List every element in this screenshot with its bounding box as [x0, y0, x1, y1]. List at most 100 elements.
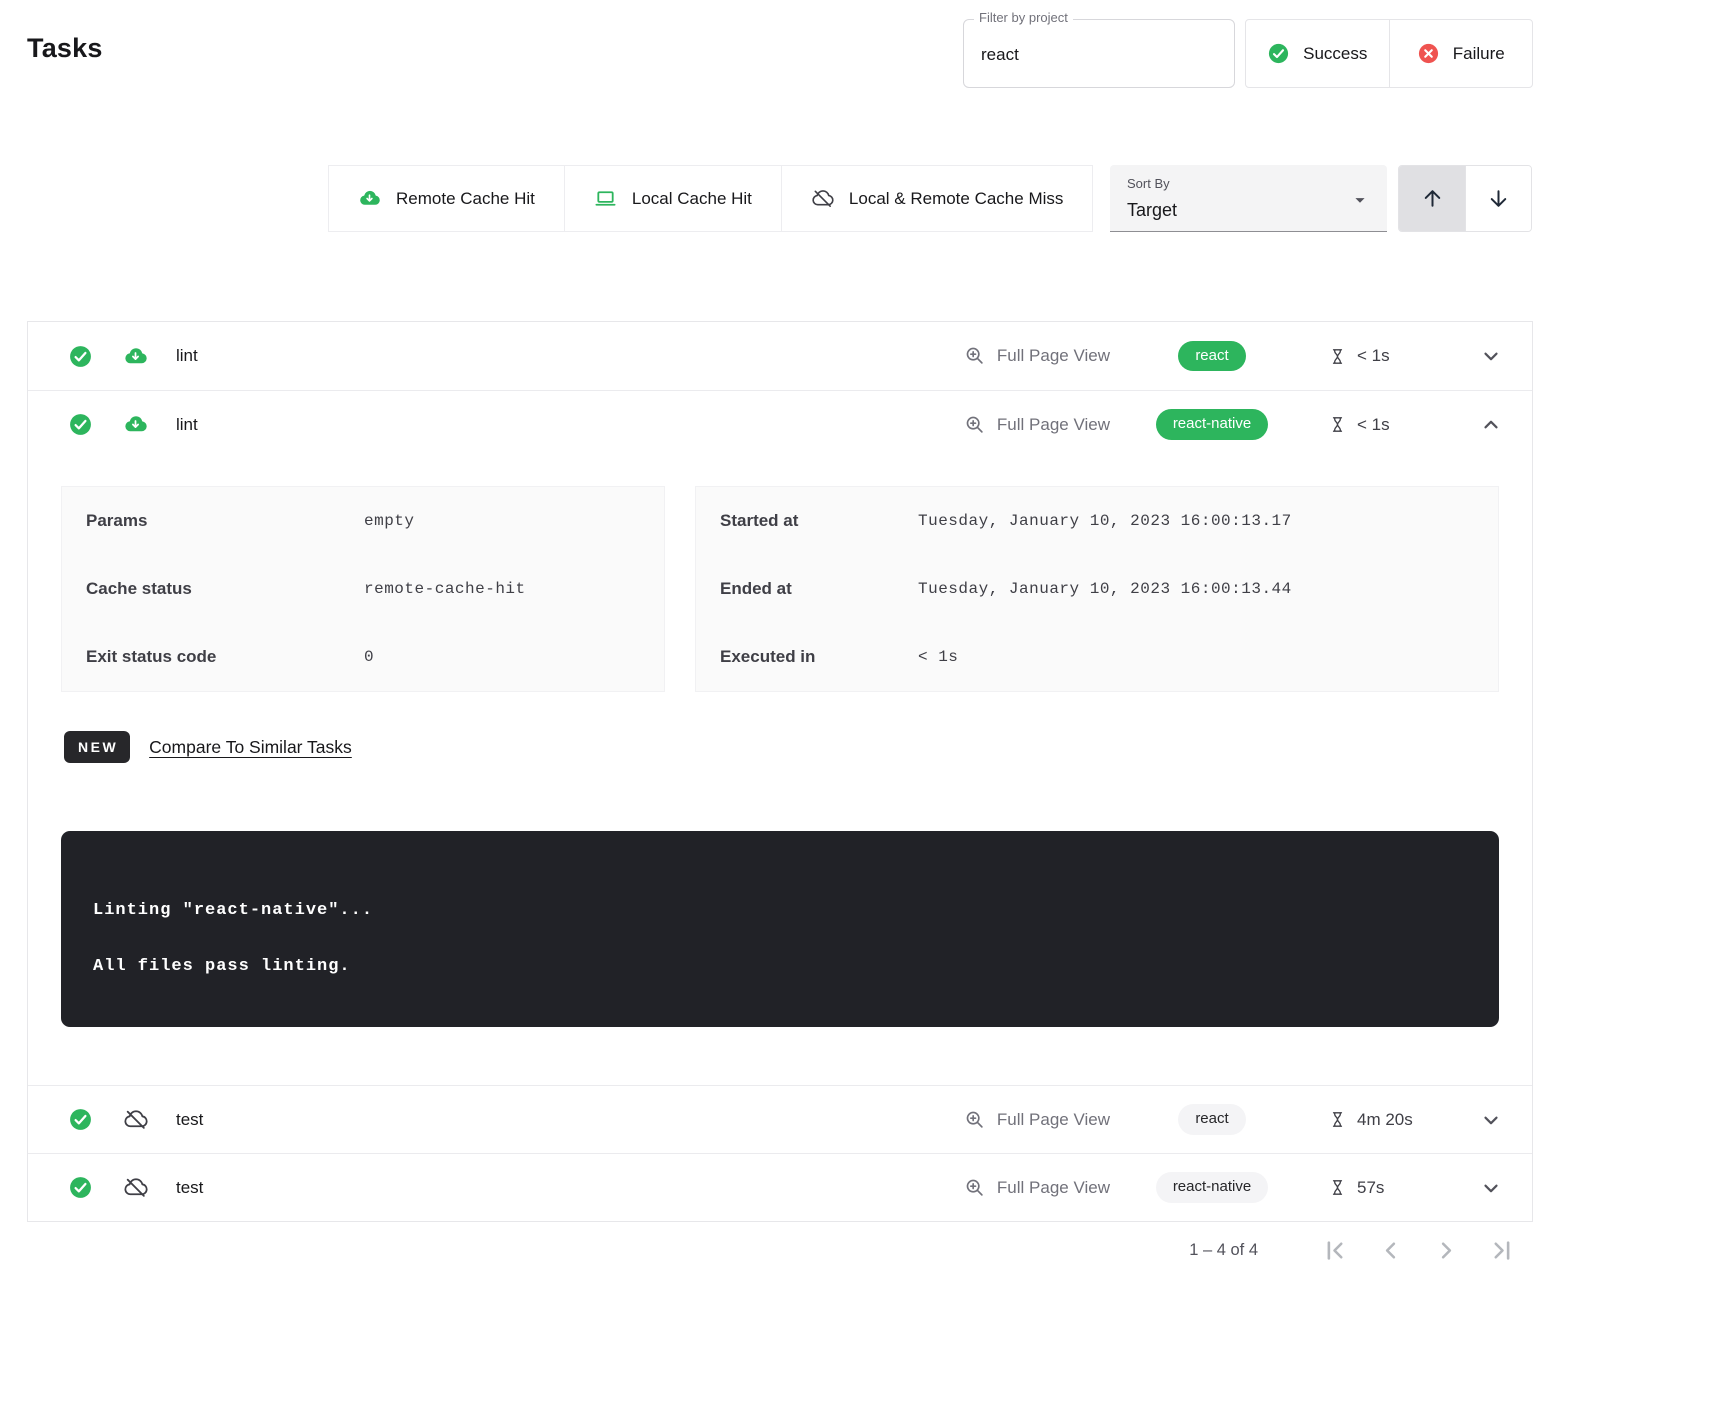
- detail-row-params: Params empty: [62, 487, 664, 555]
- laptop-icon: [594, 187, 617, 210]
- full-page-view-link[interactable]: Full Page View: [964, 1177, 1110, 1199]
- chevron-up-icon[interactable]: [1480, 414, 1502, 436]
- ended-at-value: Tuesday, January 10, 2023 16:00:13.44: [918, 580, 1292, 598]
- full-page-view-label: Full Page View: [996, 346, 1110, 365]
- task-duration: < 1s: [1328, 415, 1454, 435]
- success-check-icon: [68, 1107, 93, 1132]
- detail-row-exit-code: Exit status code 0: [62, 623, 664, 691]
- cloud-download-icon: [358, 187, 381, 210]
- cache-miss-filter-button[interactable]: Local & Remote Cache Miss: [780, 166, 1092, 231]
- pagination-range: 1 – 4 of 4: [1189, 1240, 1258, 1259]
- arrow-down-icon: [1486, 186, 1511, 211]
- first-page-button[interactable]: [1321, 1237, 1348, 1264]
- cloud-download-icon: [123, 344, 148, 369]
- next-page-button[interactable]: [1433, 1237, 1460, 1264]
- zoom-in-icon: [964, 1109, 986, 1131]
- zoom-in-icon: [964, 345, 986, 367]
- ended-at-label: Ended at: [720, 579, 792, 598]
- chevron-down-icon[interactable]: [1480, 1109, 1502, 1131]
- chevron-down-icon[interactable]: [1480, 1177, 1502, 1199]
- cache-status-value: remote-cache-hit: [364, 580, 526, 598]
- project-badge[interactable]: react: [1178, 340, 1246, 372]
- project-filter-field[interactable]: Filter by project: [963, 10, 1235, 88]
- failure-filter-label: Failure: [1452, 43, 1505, 63]
- task-name: lint: [176, 414, 198, 434]
- project-badge[interactable]: react-native: [1155, 1172, 1269, 1203]
- status-filter-group: Success Failure: [1245, 19, 1533, 88]
- project-filter-input[interactable]: [979, 44, 1215, 66]
- detail-row-ended-at: Ended at Tuesday, January 10, 2023 16:00…: [696, 555, 1498, 623]
- exit-code-value: 0: [364, 648, 375, 666]
- task-row-test-react-native[interactable]: test Full Page View react-native 57s: [28, 1153, 1532, 1221]
- task-timing-panel: Started at Tuesday, January 10, 2023 16:…: [695, 486, 1499, 692]
- compare-to-similar-tasks-link[interactable]: Compare To Similar Tasks: [149, 736, 352, 757]
- cloud-off-icon: [123, 1107, 148, 1132]
- zoom-in-icon: [964, 414, 986, 436]
- success-filter-label: Success: [1303, 43, 1368, 63]
- task-list: lint Full Page View react < 1s: [27, 321, 1533, 1222]
- task-duration: < 1s: [1328, 346, 1454, 366]
- sort-ascending-button[interactable]: [1399, 166, 1465, 231]
- page-title: Tasks: [27, 33, 103, 63]
- new-badge: NEW: [64, 731, 131, 763]
- remote-cache-hit-label: Remote Cache Hit: [396, 188, 535, 208]
- cache-status-label: Cache status: [86, 579, 192, 598]
- detail-row-started-at: Started at Tuesday, January 10, 2023 16:…: [696, 487, 1498, 555]
- executed-in-value: < 1s: [918, 648, 959, 666]
- chevron-down-icon[interactable]: [1480, 345, 1502, 367]
- full-page-view-link[interactable]: Full Page View: [964, 345, 1110, 367]
- project-badge[interactable]: react-native: [1155, 409, 1269, 440]
- success-check-icon: [68, 412, 93, 437]
- sort-by-label: Sort By: [1127, 176, 1170, 191]
- last-page-icon: [1494, 1240, 1510, 1260]
- task-name: test: [176, 1109, 204, 1129]
- task-row-lint-react[interactable]: lint Full Page View react < 1s: [28, 322, 1532, 390]
- compare-section: NEW Compare To Similar Tasks: [64, 730, 1532, 764]
- cloud-off-icon: [123, 1175, 148, 1200]
- local-cache-hit-filter-button[interactable]: Local Cache Hit: [563, 166, 781, 231]
- sort-by-value: Target: [1127, 200, 1178, 220]
- detail-row-cache-status: Cache status remote-cache-hit: [62, 555, 664, 623]
- last-page-button[interactable]: [1489, 1237, 1516, 1264]
- success-filter-button[interactable]: Success: [1246, 20, 1389, 87]
- task-duration: 57s: [1328, 1178, 1454, 1198]
- pagination: 1 – 4 of 4: [1189, 1226, 1516, 1274]
- task-detail-section: Params empty Cache status remote-cache-h…: [28, 486, 1532, 1027]
- detail-row-executed-in: Executed in < 1s: [696, 623, 1498, 691]
- first-page-icon: [1327, 1240, 1343, 1260]
- hourglass-icon: [1328, 347, 1347, 366]
- local-cache-hit-label: Local Cache Hit: [631, 188, 752, 208]
- task-name: test: [176, 1177, 204, 1197]
- sort-descending-button[interactable]: [1465, 166, 1531, 231]
- previous-page-button[interactable]: [1377, 1237, 1404, 1264]
- terminal-line: Linting "react-native"...: [93, 901, 374, 920]
- cache-miss-label: Local & Remote Cache Miss: [848, 188, 1064, 208]
- next-page-icon: [1441, 1241, 1452, 1259]
- zoom-in-icon: [964, 1177, 986, 1199]
- task-row-lint-react-native[interactable]: lint Full Page View react-native < 1s: [28, 390, 1532, 458]
- full-page-view-link[interactable]: Full Page View: [964, 1109, 1110, 1131]
- success-check-icon: [68, 344, 93, 369]
- remote-cache-hit-filter-button[interactable]: Remote Cache Hit: [329, 166, 564, 231]
- hourglass-icon: [1328, 1178, 1347, 1197]
- started-at-value: Tuesday, January 10, 2023 16:00:13.17: [918, 512, 1292, 530]
- arrow-up-icon: [1420, 186, 1445, 211]
- started-at-label: Started at: [720, 511, 799, 530]
- full-page-view-label: Full Page View: [996, 1109, 1110, 1129]
- cloud-download-icon: [123, 412, 148, 437]
- task-duration: 4m 20s: [1328, 1110, 1454, 1130]
- hourglass-icon: [1328, 1110, 1347, 1129]
- terminal-line: All files pass linting.: [93, 957, 351, 976]
- task-row-test-react[interactable]: test Full Page View react 4m 20s: [28, 1085, 1532, 1153]
- hourglass-icon: [1328, 415, 1347, 434]
- success-check-icon: [1267, 42, 1290, 65]
- failure-filter-button[interactable]: Failure: [1388, 20, 1533, 87]
- terminal-output: Linting "react-native"... All files pass…: [61, 831, 1499, 1027]
- task-name: lint: [176, 346, 198, 365]
- sort-by-select[interactable]: Sort By Target: [1110, 165, 1387, 232]
- cloud-off-icon: [811, 187, 834, 210]
- sort-direction-group: [1398, 165, 1532, 232]
- project-badge[interactable]: react: [1178, 1104, 1246, 1135]
- params-value: empty: [364, 512, 415, 530]
- full-page-view-link[interactable]: Full Page View: [964, 414, 1110, 436]
